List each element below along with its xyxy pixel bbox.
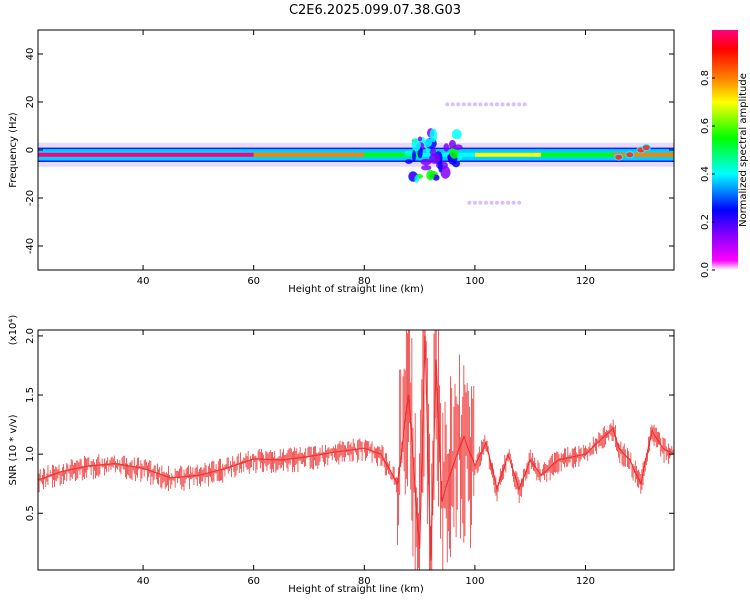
snr-x-tick-label: 80 (358, 576, 371, 587)
colorbar-ticks: 0.0 0.2 0.4 0.6 0.8 (700, 70, 715, 278)
chart-title: C2E6.2025.099.07.38.G03 (289, 3, 461, 18)
spectrogram-x-tick-label: 40 (137, 276, 150, 287)
colorbar-tick-label: 0.8 (700, 70, 711, 86)
spectrogram-marks (38, 102, 674, 205)
spectrogram-y-tick-label: -20 (25, 190, 36, 206)
spectrogram-hotspot (614, 153, 624, 161)
spectrogram-band-core (38, 152, 254, 157)
spectrogram-disturbance-blob (451, 129, 462, 140)
spectrogram-band-core (419, 152, 475, 157)
spectrogram-sideband-dot (450, 102, 455, 107)
spectrogram-sideband-dot (461, 102, 466, 107)
colorbar-scale (712, 30, 738, 270)
spectrogram-x-tick-label: 100 (465, 276, 484, 287)
snr-y-label: SNR (10 * v/v) (8, 414, 19, 485)
spectrogram-x-tick-label: 80 (358, 276, 371, 287)
spectrogram-sideband-dot (445, 102, 450, 107)
spectrogram-band-core (474, 152, 542, 157)
spectrogram-disturbance-blob (453, 144, 463, 151)
spectrogram-sideband-dot (483, 200, 488, 205)
spectrogram-panel: 40 60 80 100 120 -40 -20 0 20 40 Height of straig… (8, 29, 675, 295)
snr-x-label: Height of straight line (km) (288, 584, 424, 595)
colorbar-tick-label: 0.4 (700, 166, 711, 182)
spectrogram-disturbance-blob (420, 158, 432, 166)
snr-axes: 40 60 80 100 120 0.5 1.0 1.5 2.0 (25, 328, 674, 587)
spectrogram-sideband-dot (472, 102, 477, 107)
spectrogram-y-label: Frequency (Hz) (8, 112, 19, 188)
spectrogram-hotspot (625, 151, 635, 159)
spectrogram-y-tick-label: 0 (25, 147, 36, 153)
spectrogram-band-core (364, 152, 420, 157)
colorbar-tick-label: 0.2 (700, 214, 711, 230)
colorbar-label: Normalized spectral amplitude (738, 73, 749, 227)
spectrogram-disturbance-blob (429, 153, 441, 164)
spectrogram-disturbance-blob (421, 165, 432, 171)
spectrogram-disturbance-blob (409, 173, 416, 178)
spectrogram-sideband-dot (511, 102, 516, 107)
snr-panel: 40 60 80 100 120 0.5 1.0 1.5 2.0 Height of strai… (8, 315, 675, 595)
spectrogram-sideband-dot (467, 200, 472, 205)
snr-x-tick-label: 100 (465, 576, 484, 587)
spectrogram-disturbance-blob (414, 174, 420, 183)
spectrogram-sideband-dot (489, 200, 494, 205)
spectrogram-disturbance-blob (426, 169, 435, 181)
spectrogram-y-tick-label: 20 (25, 96, 36, 109)
colorbar-tick-label: 0.0 (700, 262, 711, 278)
spectrogram-sideband-dot (500, 102, 505, 107)
colorbar-tick-label: 0.6 (700, 118, 711, 134)
spectrogram-disturbance-blob (440, 166, 451, 179)
snr-x-tick-label: 40 (137, 576, 150, 587)
spectrogram-y-tick-label: 40 (25, 48, 36, 61)
spectrogram-sideband-dot (495, 102, 500, 107)
spectrogram-sideband-dot (511, 200, 516, 205)
spectrogram-sideband-dot (472, 200, 477, 205)
spectrogram-disturbance-blob (429, 128, 438, 143)
spectrogram-x-tick-label: 120 (576, 276, 595, 287)
snr-y-tick-label: 0.5 (25, 505, 36, 521)
snr-y-tick-label: 2.0 (25, 328, 36, 344)
spectrogram-sideband-dot (483, 102, 488, 107)
spectrogram-sideband-dot (478, 200, 483, 205)
spectrogram-x-label: Height of straight line (km) (288, 284, 424, 295)
spectrogram-y-tick-label: -40 (25, 238, 36, 254)
spectrogram-sideband-dot (522, 102, 527, 107)
spectrogram-disturbance-blob (411, 138, 421, 152)
spectrogram-sideband-dot (489, 102, 494, 107)
spectrogram-sideband-dot (506, 200, 511, 205)
spectrogram-sideband-dot (456, 102, 461, 107)
spectrogram-sideband-dot (467, 102, 472, 107)
spectrogram-sideband-dot (500, 200, 505, 205)
colorbar: 0.0 0.2 0.4 0.6 0.8 Normalized spectral ampl… (700, 30, 749, 278)
spectrogram-hotspot (641, 144, 651, 152)
spectrogram-sideband-dot (478, 102, 483, 107)
spectrogram-band-core (541, 152, 614, 157)
spectrogram-disturbance-blob (424, 138, 433, 147)
spectrogram-sideband-dot (517, 102, 522, 107)
snr-x-tick-label: 120 (576, 576, 595, 587)
snr-y-multiplier: (x10⁴) (8, 315, 19, 346)
spectrogram-axes: 40 60 80 100 120 -40 -20 0 20 40 (25, 30, 674, 287)
spectrogram-sideband-dot (495, 200, 500, 205)
spectrogram-sideband-dot (506, 102, 511, 107)
spectrogram-disturbance-blob (405, 159, 413, 164)
spectrogram-sideband-dot (517, 200, 522, 205)
snr-x-tick-label: 60 (247, 576, 260, 587)
spectrogram-disturbance-blob (411, 150, 417, 162)
spectrogram-band-core (253, 152, 365, 157)
spectrogram-x-tick-label: 60 (247, 276, 260, 287)
snr-marks (37, 330, 675, 570)
snr-frame (37, 329, 675, 571)
snr-y-tick-label: 1.0 (25, 446, 36, 462)
spectrogram-band-core (613, 152, 674, 157)
snr-y-tick-label: 1.5 (25, 387, 36, 403)
spectrogram-disturbance-blob (443, 143, 450, 152)
spectrogram-disturbance-blob (417, 136, 423, 142)
